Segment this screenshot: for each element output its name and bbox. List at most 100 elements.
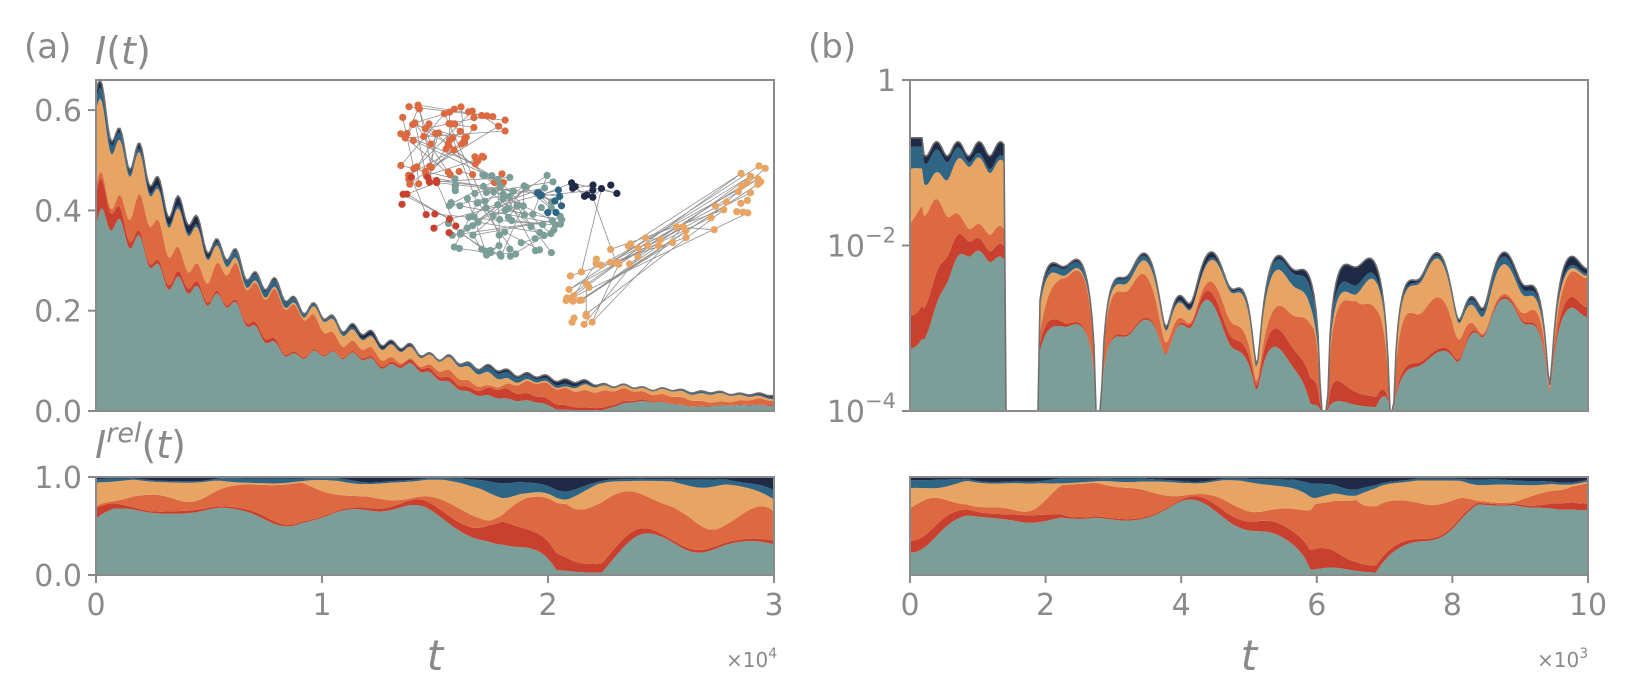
network-node-teal <box>537 204 545 212</box>
b-bottom-area-lightorange <box>910 480 1588 513</box>
network-edge <box>540 189 593 197</box>
a-bottom-ytick-1-label: 1.0 <box>34 461 82 496</box>
network-node-lightorange <box>737 169 745 177</box>
network-node-orange <box>501 116 509 124</box>
network-node-teal <box>456 202 464 210</box>
a-top-area-orange <box>96 172 774 409</box>
b-top-yticks: 110−210−4 <box>827 64 910 430</box>
network-edge <box>425 125 499 172</box>
network-node-red <box>424 173 432 181</box>
network-edge <box>402 193 450 220</box>
network-node-lightorange <box>654 242 663 250</box>
network-node-orange <box>495 122 503 130</box>
network-node-teal <box>529 210 537 218</box>
a-bottom-stacked-areas <box>96 476 774 575</box>
b-bottom-xtick-3-label: 6 <box>1307 588 1326 623</box>
network-node-orange <box>470 114 478 122</box>
network-node-lightorange <box>682 233 690 242</box>
a-top-ytick-3-label: 0.6 <box>34 94 82 129</box>
network-node-lightorange <box>707 214 715 222</box>
network-node-blue <box>536 192 544 200</box>
network-node-teal <box>482 188 490 197</box>
network-node-red <box>445 229 453 237</box>
a-bottom-area-teal <box>96 504 774 575</box>
network-node-orange <box>483 112 491 120</box>
network-node-blue <box>557 202 566 210</box>
a-bottom-area-orange <box>96 482 774 564</box>
network-node-teal <box>494 176 502 184</box>
network-edge <box>500 205 524 257</box>
network-node-blue <box>544 209 552 217</box>
network-node-teal <box>451 187 459 195</box>
a-x-multiplier-exp: 4 <box>768 646 777 662</box>
network-node-teal <box>455 244 463 253</box>
network-node-orange <box>478 111 486 120</box>
network-node-teal <box>474 218 482 226</box>
network-node-orange <box>450 105 458 113</box>
b-bottom-area-teal <box>910 499 1588 575</box>
network-node-orange <box>409 136 417 145</box>
b-bottom-xtick-0-label: 0 <box>900 588 919 623</box>
b-bottom-xtick-2-label: 4 <box>1172 588 1191 623</box>
network-node-lightorange <box>566 272 575 280</box>
network-edge <box>581 188 602 272</box>
network-edge <box>591 264 620 323</box>
b-bottom-xtick-4-label: 8 <box>1443 588 1462 623</box>
network-node-lightorange <box>634 244 642 252</box>
ylabel-rel-paren-close: ) <box>171 423 186 467</box>
network-node-teal <box>556 220 565 228</box>
network-node-lightorange <box>585 283 593 291</box>
network-node-teal <box>489 212 497 220</box>
network-node-orange <box>399 113 407 121</box>
network-node-lightorange <box>634 253 642 261</box>
b-top-area-blue <box>910 146 1588 411</box>
b-top-ytick-2-label: 10−4 <box>827 389 896 430</box>
network-edge <box>629 175 751 265</box>
network-node-teal <box>470 213 478 221</box>
a-top-yticks: 0.0 0.2 0.4 0.6 <box>34 94 96 430</box>
b-bottom-area-orange <box>910 482 1588 566</box>
network-node-blue <box>551 197 559 205</box>
network-node-teal <box>463 194 471 203</box>
network-edge <box>566 247 639 299</box>
network-node-orange <box>456 127 464 135</box>
network-node-orange <box>448 120 456 128</box>
network-edge <box>628 173 742 247</box>
a-bottom-xtick-0-label: 0 <box>86 588 105 623</box>
network-node-lightorange <box>569 297 577 305</box>
network-node-teal <box>520 211 529 219</box>
b-top-area-lightorange <box>910 157 1588 411</box>
network-node-red <box>445 215 454 223</box>
network-node-teal <box>471 189 479 198</box>
network-node-lightorange <box>582 310 590 318</box>
network-node-orange <box>403 129 411 138</box>
network-node-lightorange <box>673 223 681 231</box>
network-node-lightorange <box>592 255 601 263</box>
network-node-teal <box>540 231 548 239</box>
network-edge <box>511 220 556 226</box>
network-edge <box>586 209 725 315</box>
network-node-navy <box>589 193 597 201</box>
b-x-multiplier-exp: 3 <box>1579 646 1588 662</box>
network-edge <box>402 117 415 169</box>
network-node-orange <box>470 123 478 132</box>
network-node-orange <box>414 101 422 109</box>
network-node-lightorange <box>669 238 677 247</box>
network-node-teal <box>474 199 482 207</box>
b-top-area-teal <box>910 250 1588 411</box>
a-bottom-ytick-0-label: 0.0 <box>34 559 82 594</box>
a-bottom-area-navy <box>96 477 774 492</box>
network-edge <box>568 165 760 290</box>
network-node-red <box>432 176 441 185</box>
network-node-lightorange <box>625 260 634 268</box>
ylabel-paren-close: ) <box>136 29 151 73</box>
network-node-teal <box>547 230 555 238</box>
b-xlabel: t <box>1241 631 1259 680</box>
network-node-teal <box>496 215 504 224</box>
network-node-navy <box>597 185 606 193</box>
network-edge <box>434 213 543 225</box>
network-node-lightorange <box>710 226 718 234</box>
network-node-orange <box>440 110 448 118</box>
a-bottom-area-blue <box>96 478 774 500</box>
